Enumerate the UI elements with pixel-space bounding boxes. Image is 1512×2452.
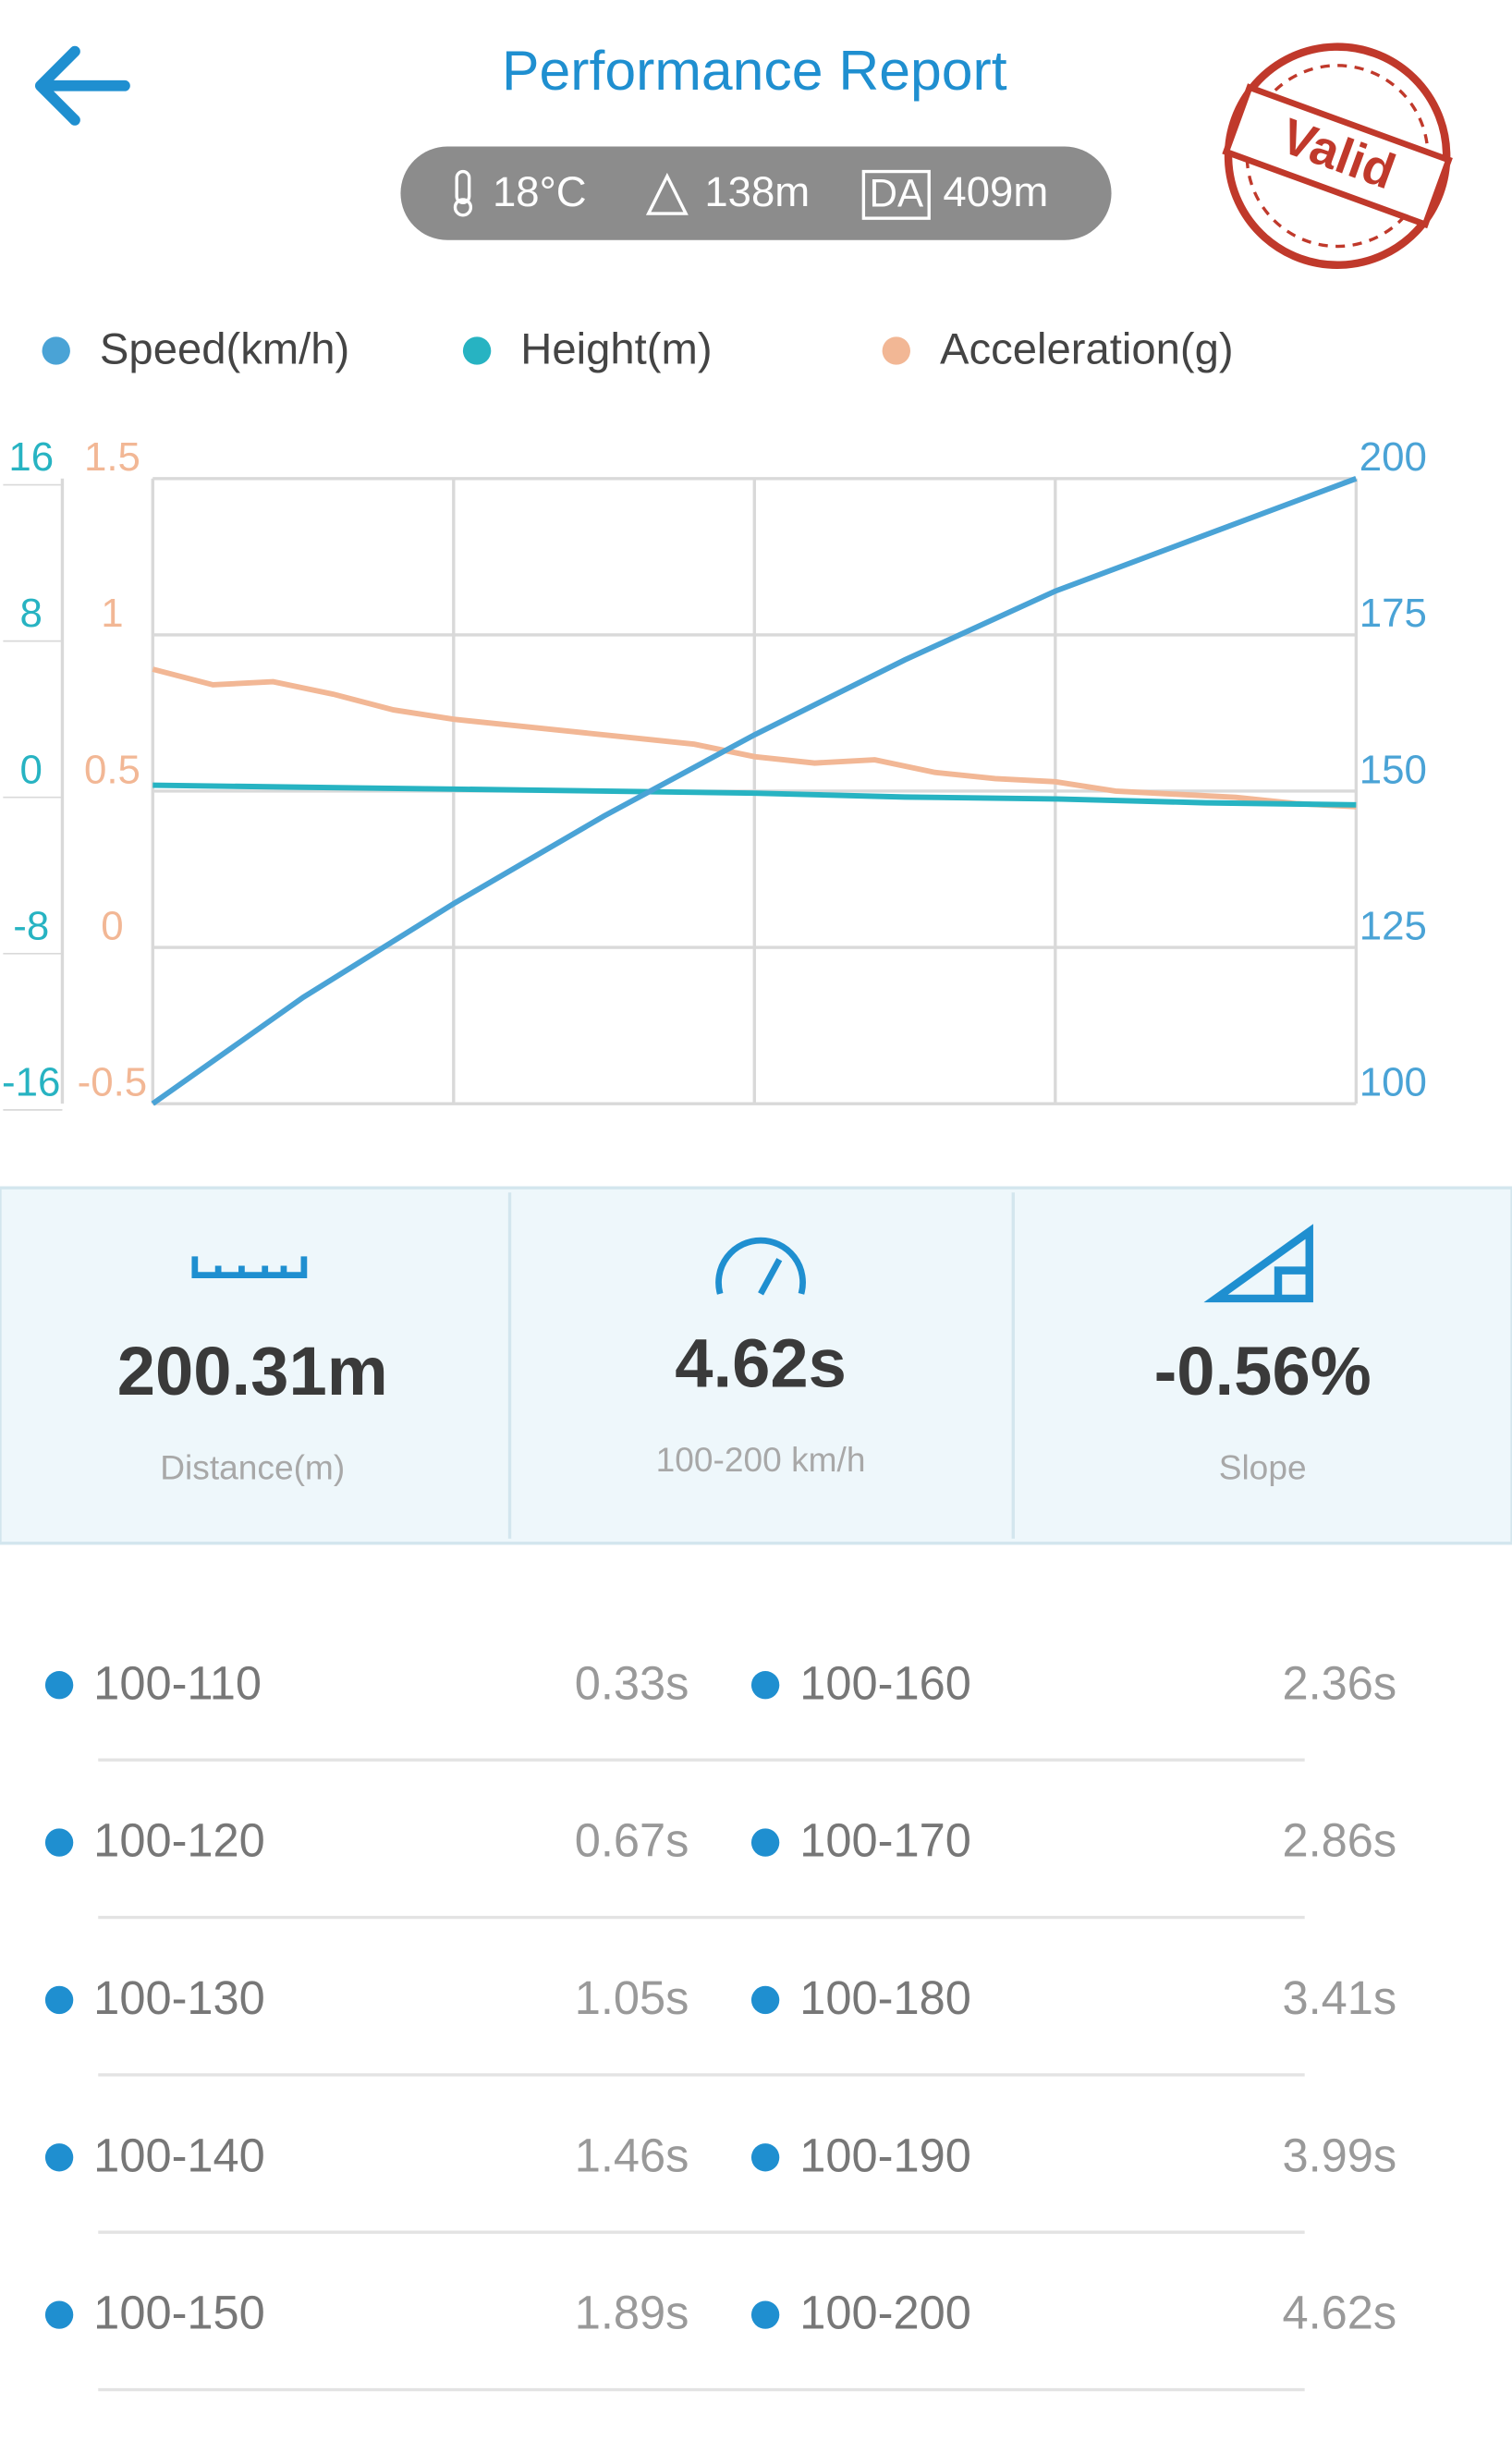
split-range: 100-140 <box>93 2129 265 2181</box>
split-dot <box>750 2300 780 2329</box>
y-tick-label: 0 <box>20 747 43 792</box>
split-range: 100-130 <box>93 1971 265 2024</box>
split-time: 0.67s <box>575 1814 689 1867</box>
split-dot <box>750 1671 780 1700</box>
legend-dot <box>882 336 910 365</box>
temperature: 18°C <box>493 168 587 215</box>
stats-panel <box>0 1186 1512 1545</box>
stat-label: Slope <box>1219 1447 1307 1486</box>
legend-label: Acceleration(g) <box>940 325 1234 374</box>
split-range: 100-110 <box>93 1656 262 1709</box>
y3-tick-label: -0.5 <box>78 1059 148 1104</box>
title: Performance Report <box>502 39 1007 102</box>
split-time: 3.41s <box>1282 1971 1396 2024</box>
split-time: 4.62s <box>1282 2287 1396 2339</box>
legend-dot <box>42 336 70 365</box>
y-tick-label: 16 <box>8 434 54 480</box>
series-line <box>152 782 1357 808</box>
slope-icon <box>1203 1224 1313 1303</box>
y-tick-label: -16 <box>2 1059 60 1104</box>
y2-tick-label: 200 <box>1360 434 1427 480</box>
split-time: 1.89s <box>575 2287 689 2339</box>
split-range: 100-150 <box>93 2287 265 2339</box>
y-tick-label: -8 <box>13 903 49 948</box>
valid-stamp: Valid <box>1222 43 1453 269</box>
y-tick-label: 8 <box>20 591 43 636</box>
split-time: 2.36s <box>1282 1656 1396 1709</box>
conditions-pill <box>400 146 1112 240</box>
stat-label: 100-200 km/h <box>656 1440 866 1479</box>
split-range: 100-120 <box>93 1814 265 1867</box>
legend-dot <box>462 336 492 365</box>
series-line <box>151 476 1358 1106</box>
y2-tick-label: 125 <box>1360 903 1427 948</box>
distance-icon <box>191 1256 308 1279</box>
split-dot <box>44 1985 74 2015</box>
split-range: 100-170 <box>799 1814 971 1867</box>
da-box <box>861 169 931 220</box>
split-dot <box>750 2143 780 2172</box>
y2-tick-label: 100 <box>1360 1059 1427 1104</box>
split-time: 3.99s <box>1282 2129 1396 2181</box>
split-range: 100-190 <box>799 2129 971 2181</box>
split-time: 0.33s <box>575 1656 689 1709</box>
y2-tick-label: 175 <box>1360 591 1427 636</box>
da-badge: DA <box>870 172 924 215</box>
y3-tick-label: 0 <box>101 903 123 948</box>
legend-label: Height(m) <box>520 325 712 374</box>
series-line <box>152 666 1357 810</box>
split-time: 1.05s <box>575 1971 689 2024</box>
stat-label: Distance(m) <box>160 1447 345 1486</box>
split-dot <box>750 1985 780 2015</box>
stat-value: 200.31m <box>117 1333 388 1409</box>
y2-tick-label: 150 <box>1360 747 1427 792</box>
split-time: 1.46s <box>575 2129 689 2181</box>
split-dot <box>44 1828 74 1857</box>
split-dot <box>750 1828 780 1857</box>
density-altitude: 409m <box>943 168 1048 215</box>
split-range: 100-160 <box>799 1656 971 1709</box>
stat-value: 4.62s <box>675 1324 847 1401</box>
split-time: 2.86s <box>1282 1814 1396 1867</box>
altitude: 138m <box>704 168 810 215</box>
split-dot <box>44 1671 74 1700</box>
split-dot <box>44 2143 74 2172</box>
conditions-icons <box>453 169 689 217</box>
split-range: 100-200 <box>799 2287 971 2339</box>
split-range: 100-180 <box>799 1971 971 2024</box>
legend-label: Speed(km/h) <box>100 325 349 374</box>
back-button[interactable] <box>34 45 130 126</box>
stat-value: -0.56% <box>1154 1333 1372 1409</box>
split-dot <box>44 2300 74 2329</box>
speed-icon <box>715 1237 806 1296</box>
y3-tick-label: 1 <box>101 591 123 636</box>
y3-tick-label: 1.5 <box>84 434 140 480</box>
y3-tick-label: 0.5 <box>84 747 140 792</box>
